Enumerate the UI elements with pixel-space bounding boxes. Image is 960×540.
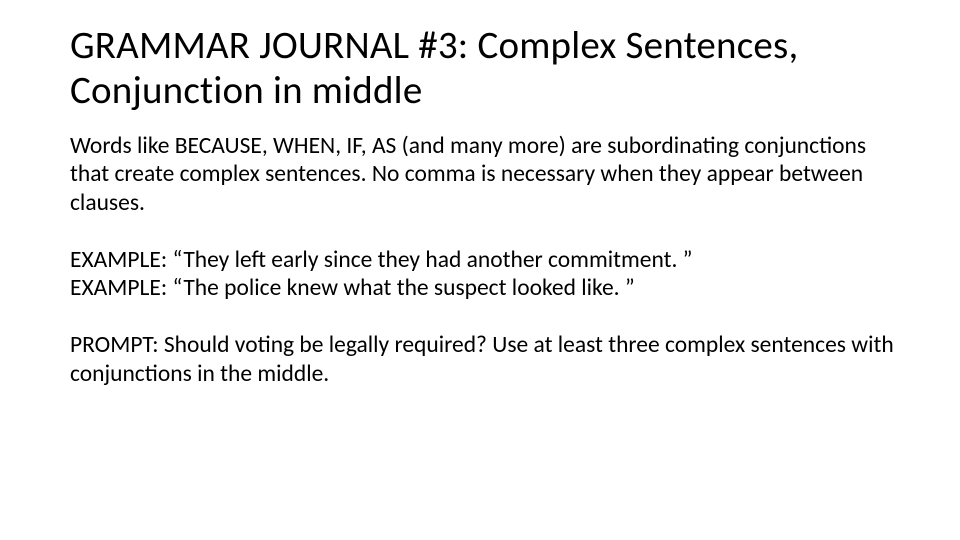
intro-paragraph: Words like BECAUSE, WHEN, IF, AS (and ma…	[70, 132, 900, 218]
slide-container: GRAMMAR JOURNAL #3: Complex Sentences, C…	[0, 0, 960, 540]
slide-body: Words like BECAUSE, WHEN, IF, AS (and ma…	[70, 132, 900, 389]
prompt-paragraph: PROMPT: Should voting be legally require…	[70, 331, 900, 388]
example-line-2: EXAMPLE: “The police knew what the suspe…	[70, 274, 900, 303]
slide-title: GRAMMAR JOURNAL #3: Complex Sentences, C…	[70, 24, 900, 114]
example-line-1: EXAMPLE: “They left early since they had…	[70, 246, 900, 275]
examples-block: EXAMPLE: “They left early since they had…	[70, 246, 900, 303]
